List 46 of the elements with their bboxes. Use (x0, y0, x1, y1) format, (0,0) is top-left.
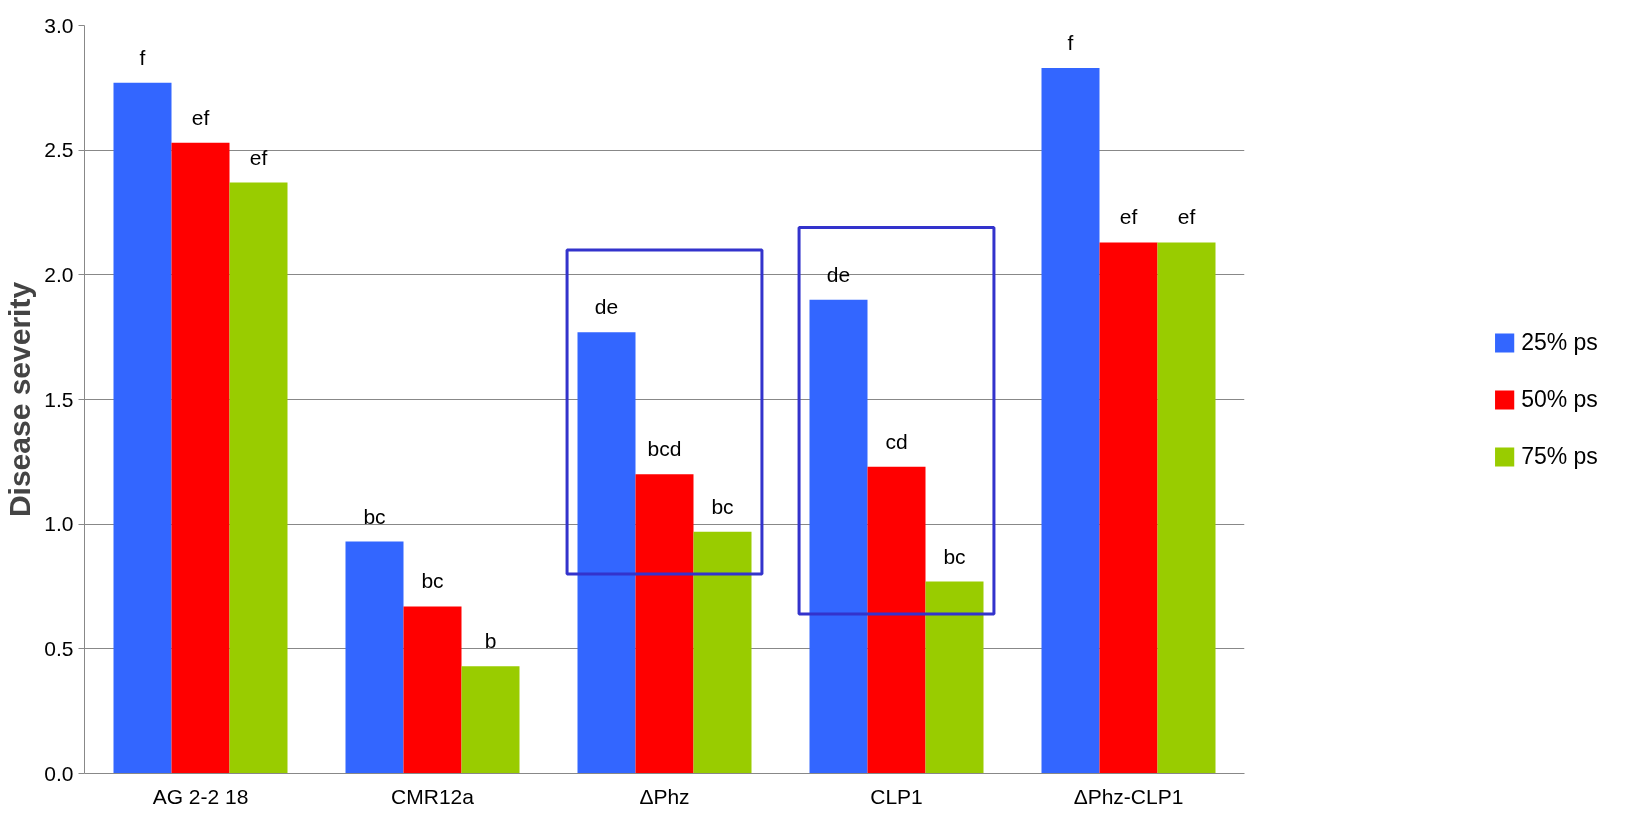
bar (229, 182, 288, 774)
x-tick-label: CLP1 (870, 784, 923, 808)
bar (693, 531, 752, 774)
y-tick-label: 0.5 (44, 636, 74, 660)
legend-label: 25% ps (1521, 328, 1598, 356)
y-tick-label: 1.5 (44, 387, 74, 411)
data-label: ef (1177, 205, 1196, 229)
y-tick-label: 2.5 (44, 138, 74, 162)
y-tick-label: 2.0 (44, 262, 74, 286)
data-label: ef (1119, 205, 1138, 229)
x-tick-label: CMR12a (391, 784, 475, 808)
data-label: f (139, 45, 146, 69)
data-label: bc (943, 544, 966, 568)
bar (171, 142, 230, 774)
bar (113, 82, 172, 774)
data-label: bc (421, 569, 444, 593)
y-axis-title: Disease severity (3, 281, 37, 518)
data-label: de (826, 262, 851, 286)
bar (1041, 67, 1100, 774)
legend-label: 75% ps (1521, 442, 1598, 470)
bar (635, 474, 694, 774)
bar (461, 666, 520, 774)
bar (925, 581, 984, 774)
data-label: ef (191, 105, 210, 129)
bar (867, 466, 926, 774)
x-tick-label: ΔPhz (639, 784, 690, 808)
y-tick-label: 0.0 (44, 761, 74, 785)
x-tick-label: AG 2-2 18 (152, 784, 249, 808)
data-label: bc (711, 494, 734, 518)
data-label: ef (249, 145, 268, 169)
bar (809, 299, 868, 774)
data-label: f (1067, 30, 1074, 54)
data-label: de (594, 295, 619, 319)
bar (577, 332, 636, 774)
bar (403, 606, 462, 774)
data-label: bcd (647, 437, 682, 461)
data-label: b (484, 629, 497, 653)
bar (1099, 242, 1158, 774)
data-label: bc (363, 504, 386, 528)
legend-label: 50% ps (1521, 385, 1598, 413)
y-tick-label: 1.0 (44, 512, 74, 536)
x-tick-label: ΔPhz-CLP1 (1073, 784, 1184, 808)
bar (345, 541, 404, 774)
bar (1157, 242, 1216, 774)
data-label: cd (885, 429, 908, 453)
y-tick-label: 3.0 (44, 13, 74, 37)
